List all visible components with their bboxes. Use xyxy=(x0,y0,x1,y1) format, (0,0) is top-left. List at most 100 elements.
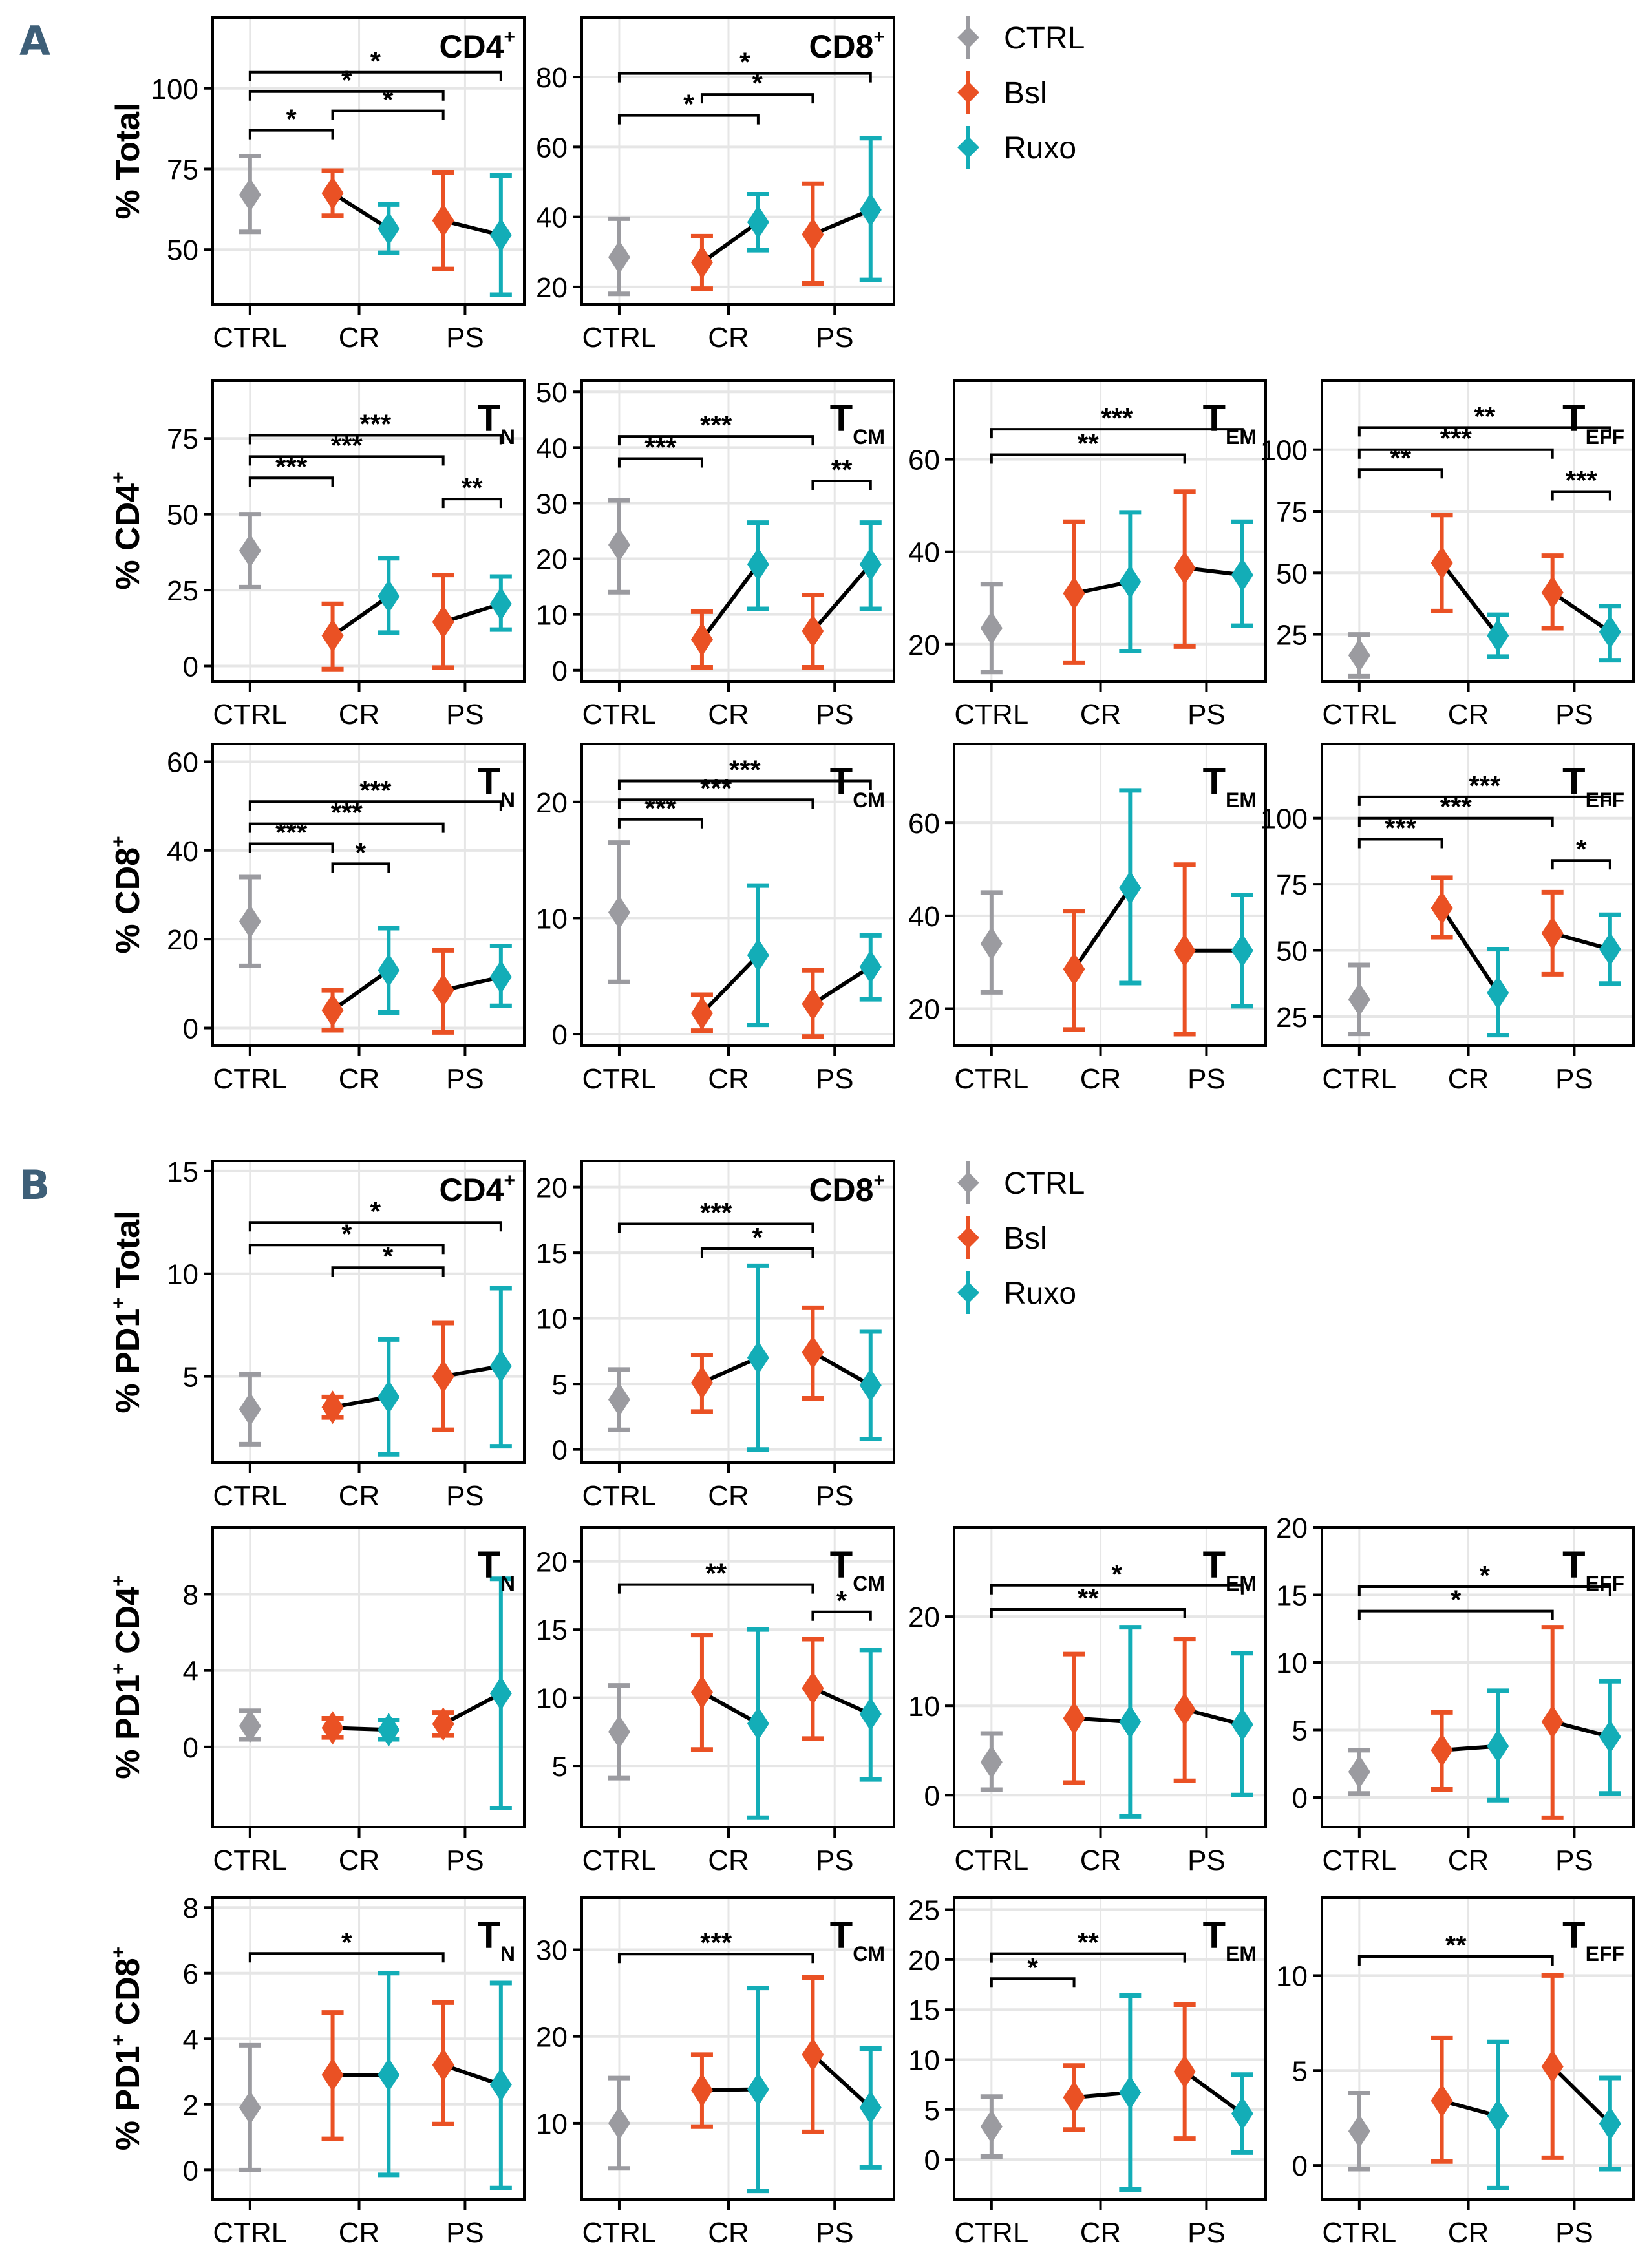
errorbar-cr-bsl xyxy=(1063,909,1085,1032)
bracket-line xyxy=(331,862,390,873)
connector-line xyxy=(1551,1720,1611,1739)
panel-a9: 20 40 60 CTRL CR PS TEM xyxy=(908,743,1267,1095)
y-tick-label: 5 xyxy=(552,1751,568,1783)
significance-bracket: ** xyxy=(441,472,502,509)
significance-label: * xyxy=(356,837,367,867)
mean-diamond xyxy=(690,1366,713,1400)
significance-bracket: *** xyxy=(1357,770,1611,806)
x-tick-label: CTRL xyxy=(213,1063,287,1095)
plot-frame xyxy=(211,1526,526,1828)
errorbar-cr-ruxo xyxy=(1487,2039,1509,2190)
x-tick-label: CR xyxy=(1080,1845,1122,1876)
y-tick-label: 0 xyxy=(924,2145,940,2176)
bracket-line xyxy=(990,1608,1186,1619)
x-tick-label: CTRL xyxy=(213,2217,287,2249)
significance-label: * xyxy=(1451,1585,1462,1615)
panel-title: TEM xyxy=(1203,761,1257,812)
mean-diamond xyxy=(747,938,769,972)
y-tick-label: 10 xyxy=(908,2045,940,2077)
connector-line xyxy=(700,953,760,1015)
significance-label: * xyxy=(286,104,297,134)
errorbar-ctrl xyxy=(1348,1748,1370,1796)
errorbar-ps-bsl xyxy=(802,1975,824,2134)
panel-title: CD4+ xyxy=(439,26,515,65)
mean-diamond xyxy=(432,1359,454,1394)
mean-diamond xyxy=(859,547,882,582)
x-tick-label: PS xyxy=(816,322,854,354)
plot-frame xyxy=(953,1896,1267,2201)
y-tick-label: 5 xyxy=(924,2095,940,2126)
bracket-line xyxy=(1357,426,1611,437)
errorbar-cr-ruxo xyxy=(378,556,400,635)
plot-frame xyxy=(211,16,526,306)
legend-label: Ruxo xyxy=(1004,1277,1076,1311)
connector-line xyxy=(331,968,390,1012)
errorbar-ctrl xyxy=(1348,632,1370,679)
errorbar-cr-bsl xyxy=(1431,1710,1453,1792)
bracket-line xyxy=(617,818,703,829)
x-tick-label: CTRL xyxy=(582,1480,657,1512)
errorbar-cr-ruxo xyxy=(1119,1993,1142,2192)
errorbar-cr-bsl xyxy=(1063,2063,1085,2132)
mean-diamond xyxy=(608,1715,630,1749)
plot-frame xyxy=(211,743,526,1047)
x-tick-label: CR xyxy=(339,1480,380,1512)
connector-line xyxy=(1072,887,1132,971)
errorbar-cr-bsl xyxy=(690,233,713,291)
errorbar-cr-ruxo xyxy=(378,1337,400,1457)
significance-label: ** xyxy=(1474,401,1495,431)
mean-diamond xyxy=(608,528,630,562)
y-tick-label: 8 xyxy=(183,1892,198,1924)
significance-label: * xyxy=(836,1585,847,1616)
mean-diamond xyxy=(859,1697,882,1731)
significance-bracket: *** xyxy=(617,754,872,790)
errorbar-cr-ruxo xyxy=(747,191,769,253)
significance-bracket: *** xyxy=(617,410,814,446)
significance-bracket: * xyxy=(248,104,334,140)
mean-diamond xyxy=(1541,2050,1564,2084)
mean-diamond xyxy=(608,2106,630,2140)
y-tick-label: 50 xyxy=(167,235,198,266)
mean-diamond xyxy=(1431,2084,1453,2118)
x-tick-label: PS xyxy=(816,1063,854,1095)
mean-diamond xyxy=(1348,2114,1370,2148)
mean-diamond xyxy=(802,987,824,1021)
x-tick-label: PS xyxy=(1187,1845,1226,1876)
mean-diamond xyxy=(239,2090,261,2125)
errorbar-cr-ruxo xyxy=(378,202,400,255)
errorbar-cr-ruxo xyxy=(1119,1625,1142,1819)
significance-bracket: * xyxy=(617,47,872,83)
y-tick-label: 4 xyxy=(183,2024,198,2055)
mean-diamond xyxy=(1119,871,1142,905)
mean-diamond xyxy=(1599,2106,1621,2141)
panel-title: TEFF xyxy=(1562,397,1624,449)
mean-diamond xyxy=(1487,1729,1509,1763)
panel-title: TCM xyxy=(830,1914,885,1966)
mean-diamond xyxy=(1348,1755,1370,1789)
connector-line xyxy=(442,1691,502,1726)
mean-diamond xyxy=(980,926,1003,960)
errorbar-cr-bsl xyxy=(1431,875,1453,940)
bracket-line xyxy=(248,476,334,487)
errorbar-cr-ruxo xyxy=(747,883,769,1028)
plot-frame xyxy=(1321,379,1635,683)
errorbar-cr-bsl xyxy=(321,1711,344,1745)
errorbar-cr-ruxo xyxy=(378,1713,400,1747)
errorbar-ps-ruxo xyxy=(1231,893,1253,1009)
significance-label: * xyxy=(752,68,763,98)
y-tick-label: 0 xyxy=(552,655,568,687)
y-tick-label: 30 xyxy=(536,488,568,520)
y-tick-label: 0 xyxy=(924,1780,940,1812)
mean-diamond xyxy=(690,622,713,657)
significance-label: * xyxy=(1576,834,1587,864)
errorbar-ps-bsl xyxy=(802,1305,824,1401)
x-tick-label: CTRL xyxy=(213,699,287,730)
errorbar-ctrl xyxy=(608,1683,630,1781)
significance-bracket: *** xyxy=(248,818,334,853)
mean-diamond xyxy=(747,1341,769,1375)
errorbar-ps-bsl xyxy=(432,948,454,1035)
plot-frame xyxy=(580,743,895,1047)
